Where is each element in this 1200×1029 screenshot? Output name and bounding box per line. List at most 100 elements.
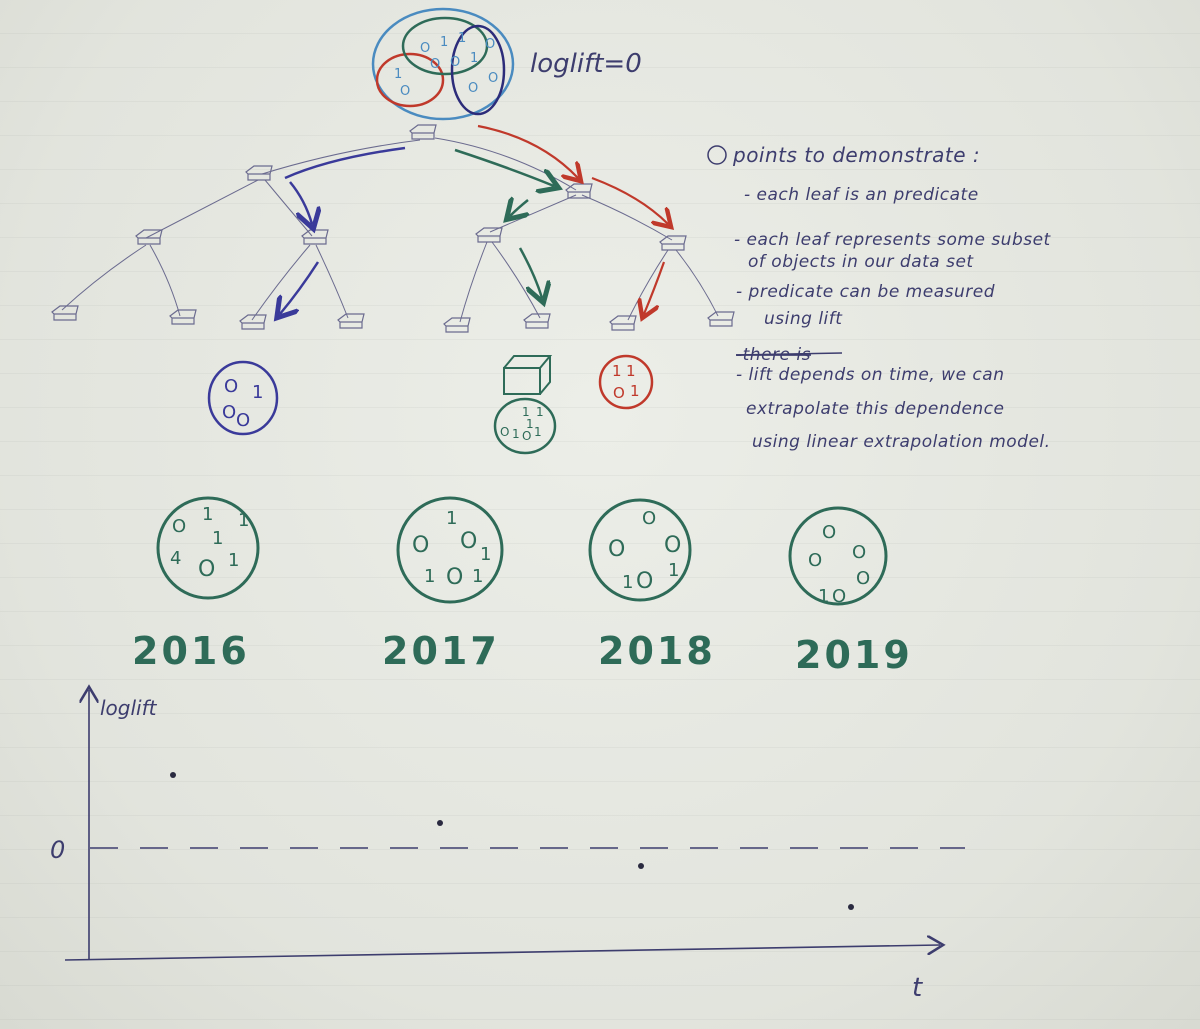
red-digit: 1: [626, 362, 636, 380]
svg-text:1: 1: [238, 510, 249, 531]
svg-text:O: O: [485, 37, 495, 52]
svg-text:O: O: [808, 550, 822, 571]
note-line: - predicate can be measured: [736, 282, 995, 302]
root-set: O 1 1 O O 1 1 O O O O: [371, 7, 515, 121]
leaf-8: [707, 311, 735, 327]
red-digit: 1: [612, 362, 622, 380]
svg-text:O: O: [636, 569, 653, 594]
svg-text:O: O: [608, 537, 625, 562]
green-cube-icon: [503, 355, 553, 395]
red-path: [477, 124, 668, 314]
svg-text:O: O: [856, 568, 870, 589]
red-subset: 1 1 O 1: [598, 354, 654, 410]
svg-text:1: 1: [446, 508, 457, 529]
x-axis-label: t: [912, 973, 923, 1003]
svg-text:4: 4: [170, 548, 181, 569]
svg-text:1: 1: [458, 31, 466, 46]
green-digit: 1: [534, 425, 542, 439]
svg-text:1: 1: [668, 560, 679, 581]
svg-text:O: O: [430, 57, 440, 72]
notes: points to demonstrate : - each leaf is a…: [707, 143, 1052, 452]
blue-digit: O: [222, 402, 236, 423]
green-digit: O: [522, 429, 531, 443]
svg-text:O: O: [852, 542, 866, 563]
note-line: - each leaf is an predicate: [744, 185, 979, 205]
node-rr: [659, 235, 687, 251]
svg-text:O: O: [822, 522, 836, 543]
leaf-1: [51, 305, 79, 321]
tree-nodes: [51, 124, 735, 333]
year-2018: 2018: [598, 629, 716, 673]
svg-text:O: O: [664, 533, 681, 558]
svg-text:O: O: [446, 565, 463, 590]
svg-text:1: 1: [394, 67, 402, 82]
leaf-6: [523, 313, 551, 329]
point-2018: [638, 863, 644, 869]
sample-2018: O O O 1 O 1 2018: [588, 498, 716, 673]
leaf-7: [609, 315, 637, 331]
zero-label: 0: [50, 836, 65, 864]
node-l: [245, 165, 273, 181]
leaf-3: [239, 314, 267, 330]
svg-text:O: O: [400, 84, 410, 99]
bullet-icon: [707, 145, 727, 165]
leaf-5: [443, 317, 471, 333]
svg-text:O: O: [460, 529, 477, 554]
green-digit: O: [500, 425, 509, 439]
notes-title: points to demonstrate :: [732, 143, 980, 167]
green-digit: 1: [522, 405, 530, 419]
green-digit: 1: [526, 417, 534, 431]
svg-text:O: O: [198, 557, 215, 582]
leaf-4: [337, 313, 365, 329]
svg-text:1: 1: [470, 51, 478, 66]
svg-text:1: 1: [212, 528, 223, 549]
note-line: using linear extrapolation model.: [752, 432, 1051, 452]
svg-text:O: O: [488, 71, 498, 86]
sample-2019: O O O O 1 O 2019: [788, 506, 913, 677]
blue-subset: O 1 O O: [207, 360, 279, 436]
note-line: using lift: [764, 309, 843, 329]
svg-text:1: 1: [818, 586, 829, 607]
svg-text:O: O: [412, 533, 429, 558]
note-line: - each leaf represents some subset: [734, 230, 1052, 250]
red-digit: O: [613, 384, 625, 402]
green-subset: 1 1 O 1 O 1 1: [493, 397, 557, 455]
note-line: - lift depends on time, we can: [736, 365, 1004, 385]
svg-text:O: O: [450, 55, 460, 70]
svg-text:O: O: [642, 508, 656, 529]
x-axis: [64, 945, 940, 961]
blue-path: [280, 146, 406, 314]
green-digit: 1: [536, 405, 544, 419]
point-2017: [437, 820, 443, 826]
leaf-2: [169, 309, 197, 325]
year-2019: 2019: [795, 633, 913, 677]
svg-text:1: 1: [202, 504, 213, 525]
y-axis-label: loglift: [100, 696, 158, 720]
green-digit: 1: [512, 427, 520, 441]
year-2016: 2016: [132, 629, 250, 673]
svg-text:1: 1: [228, 550, 239, 571]
point-2016: [170, 772, 176, 778]
svg-text:O: O: [832, 586, 846, 607]
svg-text:1: 1: [472, 566, 483, 587]
svg-text:O: O: [468, 81, 478, 96]
sample-2016: O 1 1 1 4 O 1 2016: [132, 496, 260, 673]
year-2017: 2017: [382, 629, 500, 673]
root-node: [409, 124, 437, 140]
node-rl: [475, 227, 503, 243]
svg-text:1: 1: [440, 35, 448, 50]
svg-text:O: O: [172, 516, 186, 537]
node-lr: [301, 229, 329, 245]
green-path: [454, 148, 554, 298]
svg-text:1: 1: [622, 572, 633, 593]
blue-digit: O: [224, 376, 238, 397]
svg-text:1: 1: [424, 566, 435, 587]
blue-digit: O: [236, 410, 250, 431]
sample-2017: 1 O O 1 1 O 1 2017: [382, 496, 504, 673]
svg-text:1: 1: [480, 544, 491, 565]
loglift-equation: loglift=0: [530, 49, 642, 79]
red-digit: 1: [630, 382, 640, 400]
point-2019: [848, 904, 854, 910]
